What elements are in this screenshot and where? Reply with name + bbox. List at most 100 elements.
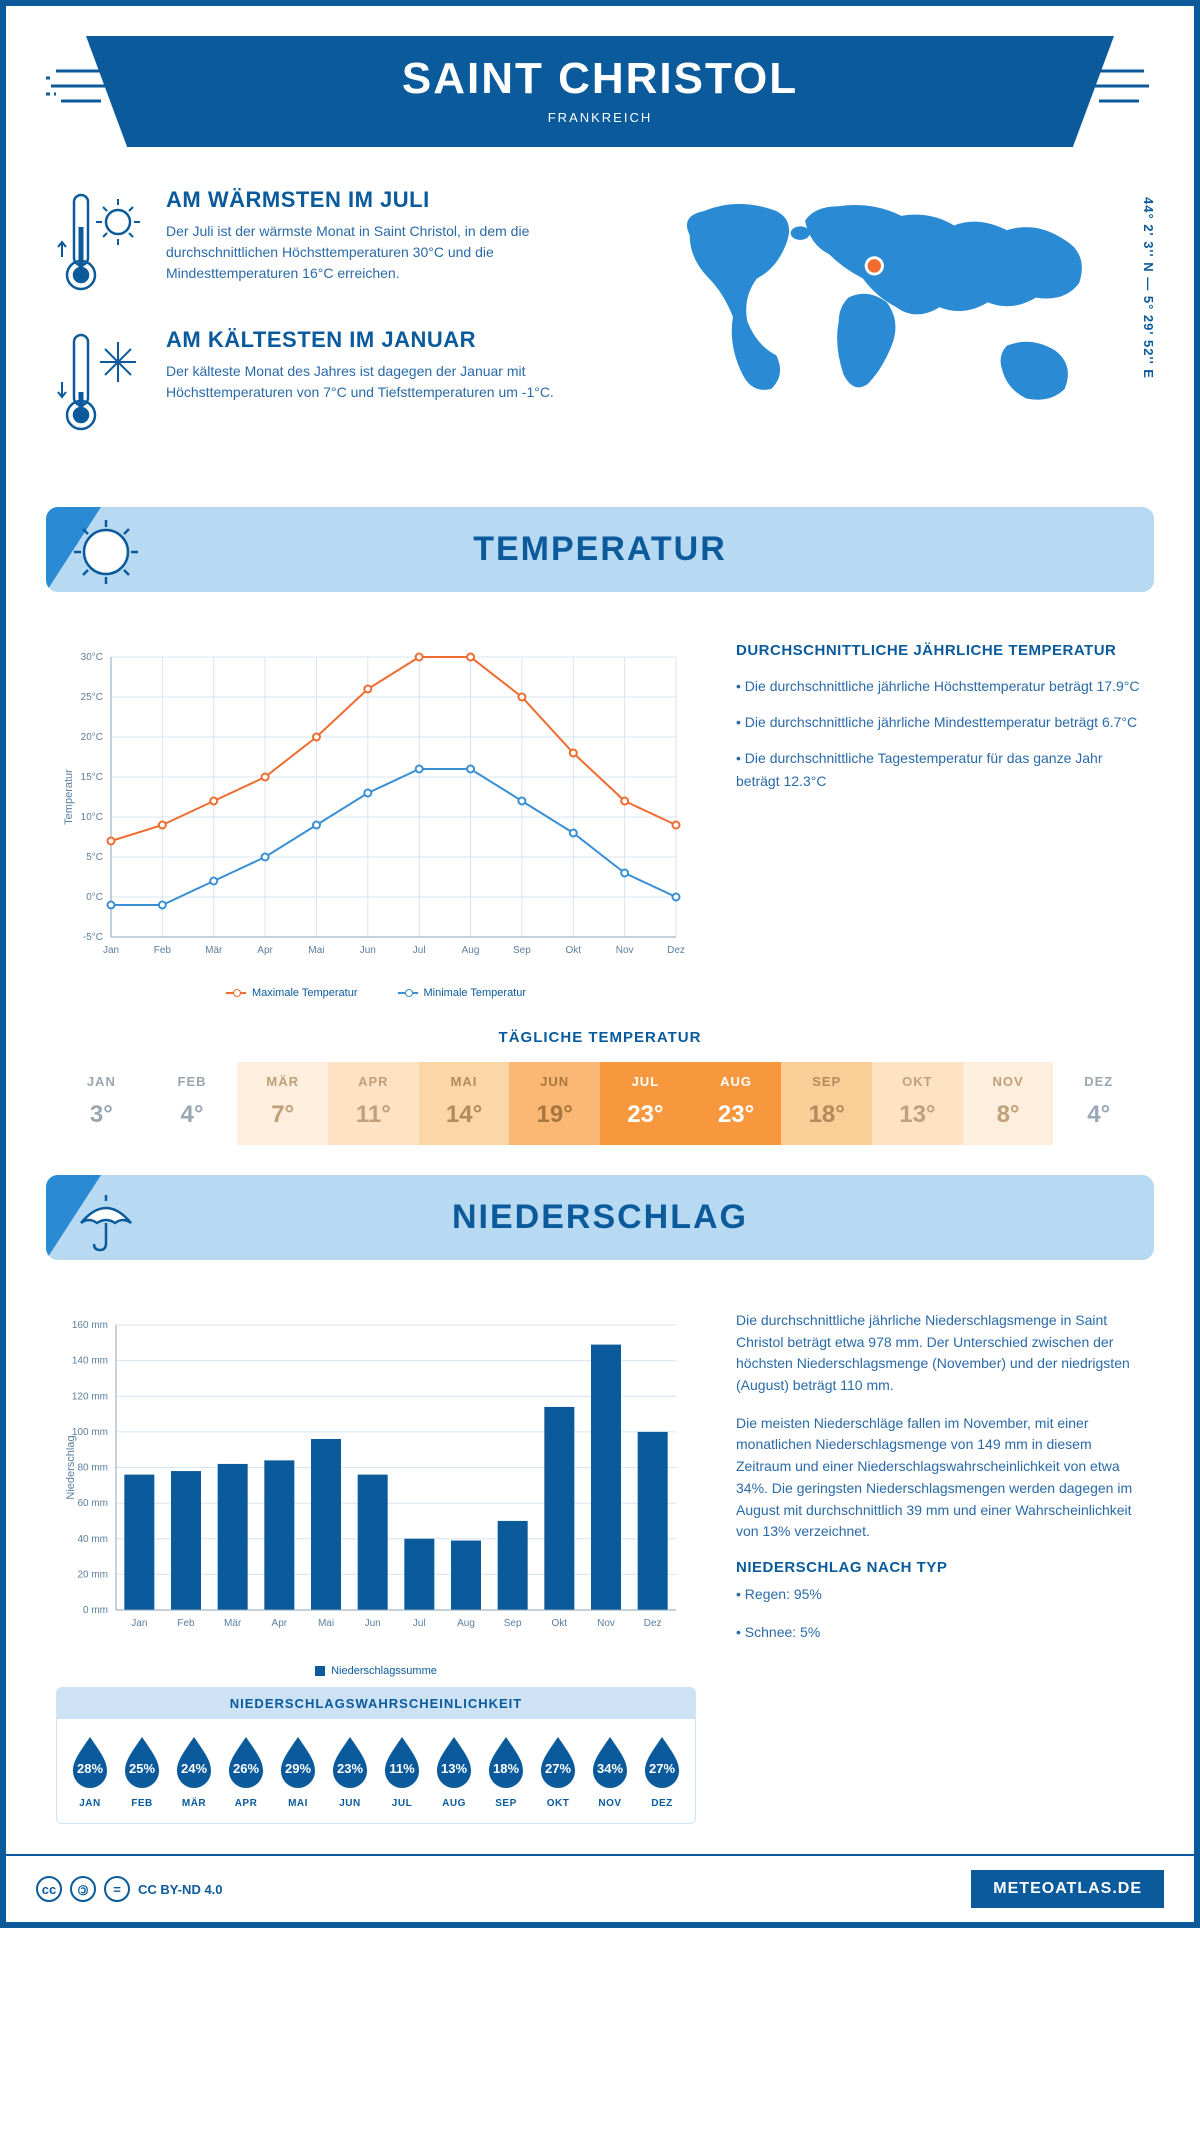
coldest-fact: AM KÄLTESTEN IM JANUAR Der kälteste Mona… [56, 327, 580, 437]
svg-text:40 mm: 40 mm [77, 1534, 108, 1545]
legend-max-label: Maximale Temperatur [252, 987, 358, 999]
svg-text:Apr: Apr [272, 1618, 288, 1629]
precip-banner: NIEDERSCHLAG [46, 1175, 1154, 1260]
temp-cell: MÄR7° [237, 1062, 328, 1145]
temp-cell: JAN3° [56, 1062, 147, 1145]
svg-text:120 mm: 120 mm [72, 1391, 108, 1402]
drop-item: 27%DEZ [637, 1733, 687, 1809]
svg-text:Jan: Jan [103, 945, 119, 956]
svg-text:Nov: Nov [597, 1618, 615, 1629]
svg-text:27%: 27% [545, 1761, 571, 1776]
temperature-info: DURCHSCHNITTLICHE JÄHRLICHE TEMPERATUR •… [736, 642, 1144, 999]
coldest-text: Der kälteste Monat des Jahres ist dagege… [166, 361, 580, 403]
thermometer-cold-icon [56, 327, 146, 437]
svg-text:0 mm: 0 mm [83, 1605, 108, 1616]
svg-text:24%: 24% [181, 1761, 207, 1776]
license-label: CC BY-ND 4.0 [138, 1882, 223, 1897]
precip-section: 0 mm20 mm40 mm60 mm80 mm100 mm120 mm140 … [6, 1280, 1194, 1687]
umbrella-icon [71, 1185, 141, 1255]
temp-cell: MAI14° [419, 1062, 510, 1145]
svg-text:Jun: Jun [365, 1618, 381, 1629]
svg-text:Nov: Nov [616, 945, 634, 956]
site-name: METEOATLAS.DE [971, 1870, 1164, 1908]
svg-text:60 mm: 60 mm [77, 1498, 108, 1509]
svg-text:23%: 23% [337, 1761, 363, 1776]
temp-cell: APR11° [328, 1062, 419, 1145]
temp-cell: JUN19° [509, 1062, 600, 1145]
temp-info-b2: • Die durchschnittliche jährliche Mindes… [736, 711, 1144, 735]
svg-text:25°C: 25°C [81, 692, 103, 703]
drop-item: 28%JAN [65, 1733, 115, 1809]
intro-section: AM WÄRMSTEN IM JULI Der Juli ist der wär… [6, 147, 1194, 487]
svg-text:Temperatur: Temperatur [63, 769, 75, 825]
precip-info: Die durchschnittliche jährliche Niedersc… [736, 1310, 1144, 1677]
svg-text:0°C: 0°C [86, 892, 103, 903]
warmest-fact: AM WÄRMSTEN IM JULI Der Juli ist der wär… [56, 187, 580, 297]
svg-text:Aug: Aug [462, 945, 480, 956]
precip-type-heading: NIEDERSCHLAG NACH TYP [736, 1559, 1144, 1576]
infographic-page: SAINT CHRISTOL FRANKREICH A [0, 0, 1200, 1928]
temp-chart-legend: Maximale Temperatur Minimale Temperatur [56, 987, 696, 999]
warmest-text: Der Juli ist der wärmste Monat in Saint … [166, 221, 580, 284]
temperature-banner: TEMPERATUR [46, 507, 1154, 592]
precip-bar-chart: 0 mm20 mm40 mm60 mm80 mm100 mm120 mm140 … [56, 1310, 696, 1677]
precip-prob-heading: NIEDERSCHLAGSWAHRSCHEINLICHKEIT [57, 1688, 695, 1719]
drop-item: 24%MÄR [169, 1733, 219, 1809]
svg-text:Jan: Jan [131, 1618, 147, 1629]
temp-info-b1: • Die durchschnittliche jährliche Höchst… [736, 675, 1144, 699]
svg-text:Jun: Jun [360, 945, 376, 956]
precip-heading: NIEDERSCHLAG [46, 1198, 1154, 1237]
coordinates-label: 44° 2' 3'' N — 5° 29' 52'' E [1141, 197, 1156, 379]
drop-item: 27%OKT [533, 1733, 583, 1809]
svg-text:Feb: Feb [154, 945, 172, 956]
precip-type1: • Regen: 95% [736, 1584, 1144, 1606]
svg-text:25%: 25% [129, 1761, 155, 1776]
svg-text:11%: 11% [389, 1761, 415, 1776]
svg-text:20°C: 20°C [81, 732, 103, 743]
svg-text:26%: 26% [233, 1761, 259, 1776]
svg-text:Sep: Sep [504, 1618, 522, 1629]
precip-probability-box: NIEDERSCHLAGSWAHRSCHEINLICHKEIT 28%JAN 25… [56, 1687, 696, 1824]
svg-text:Mai: Mai [308, 945, 324, 956]
svg-text:29%: 29% [285, 1761, 311, 1776]
precip-type2: • Schnee: 5% [736, 1622, 1144, 1644]
temp-cell: JUL23° [600, 1062, 691, 1145]
temp-cell: AUG23° [691, 1062, 782, 1145]
drop-item: 29%MAI [273, 1733, 323, 1809]
svg-text:Dez: Dez [644, 1618, 662, 1629]
svg-text:Feb: Feb [177, 1618, 195, 1629]
drop-item: 11%JUL [377, 1733, 427, 1809]
nd-icon: = [104, 1876, 130, 1902]
svg-text:20 mm: 20 mm [77, 1569, 108, 1580]
temp-cell: OKT13° [872, 1062, 963, 1145]
temp-info-heading: DURCHSCHNITTLICHE JÄHRLICHE TEMPERATUR [736, 642, 1144, 659]
header: SAINT CHRISTOL FRANKREICH [86, 36, 1114, 147]
svg-text:Okt: Okt [552, 1618, 568, 1629]
drop-item: 23%JUN [325, 1733, 375, 1809]
legend-precip-label: Niederschlagssumme [331, 1665, 437, 1677]
svg-text:160 mm: 160 mm [72, 1320, 108, 1331]
svg-text:Jul: Jul [413, 945, 426, 956]
license-block: cc 🄯 = CC BY-ND 4.0 [36, 1876, 223, 1902]
temp-cell: SEP18° [781, 1062, 872, 1145]
temperature-heading: TEMPERATUR [46, 530, 1154, 569]
coldest-title: AM KÄLTESTEN IM JANUAR [166, 327, 580, 353]
svg-text:Okt: Okt [565, 945, 581, 956]
svg-text:Mär: Mär [205, 945, 223, 956]
svg-text:Apr: Apr [257, 945, 273, 956]
svg-text:-5°C: -5°C [83, 932, 103, 943]
thermometer-hot-icon [56, 187, 146, 297]
drop-item: 13%AUG [429, 1733, 479, 1809]
temp-cell: DEZ4° [1053, 1062, 1144, 1145]
world-map-icon [620, 187, 1144, 437]
sun-icon [71, 517, 141, 587]
daily-temp-table: JAN3°FEB4°MÄR7°APR11°MAI14°JUN19°JUL23°A… [56, 1062, 1144, 1145]
drop-item: 26%APR [221, 1733, 271, 1809]
svg-text:Sep: Sep [513, 945, 531, 956]
svg-text:18%: 18% [493, 1761, 519, 1776]
svg-text:Jul: Jul [413, 1618, 426, 1629]
warmest-title: AM WÄRMSTEN IM JULI [166, 187, 580, 213]
drop-item: 34%NOV [585, 1733, 635, 1809]
legend-min-label: Minimale Temperatur [424, 987, 527, 999]
precip-prob-drops: 28%JAN25%FEB24%MÄR26%APR29%MAI23%JUN11%J… [57, 1719, 695, 1823]
